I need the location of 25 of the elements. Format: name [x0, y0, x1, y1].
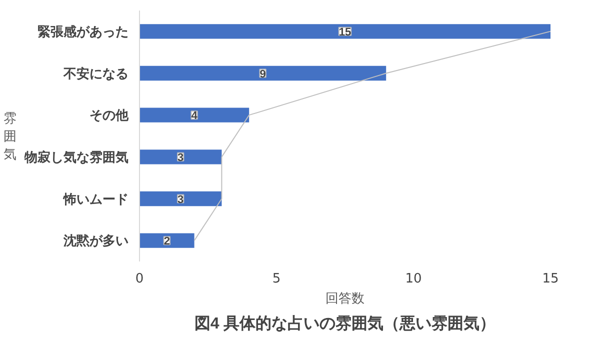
bar: [140, 24, 550, 39]
y-tick-label: 怖いムード: [62, 191, 128, 206]
bar: [140, 66, 386, 81]
bar: [140, 233, 194, 248]
bar: [140, 191, 222, 206]
bar: [140, 108, 250, 122]
y-axis-title: 雰囲気: [4, 110, 16, 162]
bar: [140, 150, 222, 164]
x-axis-title: 回答数: [326, 290, 364, 306]
data-label: 3: [178, 152, 184, 164]
data-label: 2: [164, 236, 170, 248]
y-tick-label: 緊張感があった: [38, 24, 128, 39]
x-tick-label: 15: [542, 272, 559, 286]
y-tick-label: 不安になる: [62, 66, 128, 81]
y-tick-label: その他: [90, 108, 130, 123]
x-tick-label: 0: [135, 272, 144, 286]
x-tick-label: 10: [405, 272, 422, 286]
x-tick-label: 5: [272, 272, 281, 286]
y-tick-label: 沈黙が多い: [62, 233, 128, 248]
data-label: 9: [260, 68, 266, 80]
data-label: 15: [338, 26, 352, 38]
text: 図4 具体的な占いの雰囲気（悪い雰囲気）: [194, 314, 496, 332]
y-tick-label: 物寂し気な雰囲気: [24, 149, 128, 164]
data-label: 3: [178, 194, 184, 206]
data-label: 4: [191, 110, 198, 122]
